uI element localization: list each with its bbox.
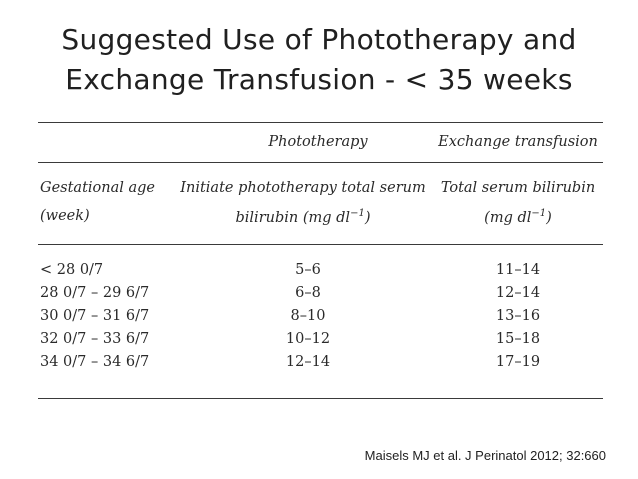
row-3-exchange: 13–16 — [495, 308, 541, 324]
row-4-phototherapy: 10–12 — [285, 331, 331, 347]
row-2-exchange: 12–14 — [495, 285, 541, 301]
row-1-exchange: 11–14 — [495, 262, 541, 278]
row-1-gestational-age: < 28 0/7 — [40, 262, 104, 278]
col-header-gestational-line-1: Gestational age — [40, 180, 156, 196]
col-header-photo-unit-superscript: −1 — [350, 208, 365, 219]
row-5-gestational-age: 34 0/7 – 34 6/7 — [40, 354, 150, 370]
col-header-photo-line-2-end: ) — [364, 209, 371, 226]
slide-title-line-2: Exchange Transfusion - < 35 weeks — [65, 63, 573, 96]
col-header-photo-line-2-text: bilirubin (mg dl — [235, 209, 351, 226]
col-header-gestational-line-2: (week) — [40, 208, 90, 224]
table-group-rule — [38, 162, 603, 163]
group-header-exchange: Exchange transfusion — [438, 134, 598, 150]
row-4-gestational-age: 32 0/7 – 33 6/7 — [40, 331, 150, 347]
group-header-phototherapy: Phototherapy — [268, 134, 368, 150]
row-2-gestational-age: 28 0/7 – 29 6/7 — [40, 285, 150, 301]
table-bottom-rule — [38, 398, 603, 399]
citation: Maisels MJ et al. J Perinatol 2012; 32:6… — [364, 448, 606, 463]
row-2-phototherapy: 6–8 — [295, 285, 321, 301]
row-5-phototherapy: 12–14 — [285, 354, 331, 370]
row-4-exchange: 15–18 — [495, 331, 541, 347]
row-3-phototherapy: 8–10 — [290, 308, 326, 324]
slide-title: Suggested Use of Phototherapy and Exchan… — [0, 20, 638, 100]
col-header-exchange-line-2-text: (mg dl — [484, 209, 532, 226]
row-3-gestational-age: 30 0/7 – 31 6/7 — [40, 308, 150, 324]
row-5-exchange: 17–19 — [495, 354, 541, 370]
row-1-phototherapy: 5–6 — [295, 262, 321, 278]
col-header-exchange-line-2: (mg dl−1) — [433, 208, 603, 226]
col-header-exchange-unit-superscript: −1 — [531, 208, 547, 219]
col-header-photo-line-1: Initiate phototherapy total serum — [180, 180, 426, 196]
col-header-photo-line-2: bilirubin (mg dl−1) — [178, 208, 428, 226]
col-header-exchange-line-2-end: ) — [546, 209, 552, 226]
col-header-exchange-line-1: Total serum bilirubin — [440, 180, 596, 196]
table-top-rule — [38, 122, 603, 123]
slide-title-line-1: Suggested Use of Phototherapy and — [61, 23, 577, 56]
table-header-rule — [38, 244, 603, 245]
